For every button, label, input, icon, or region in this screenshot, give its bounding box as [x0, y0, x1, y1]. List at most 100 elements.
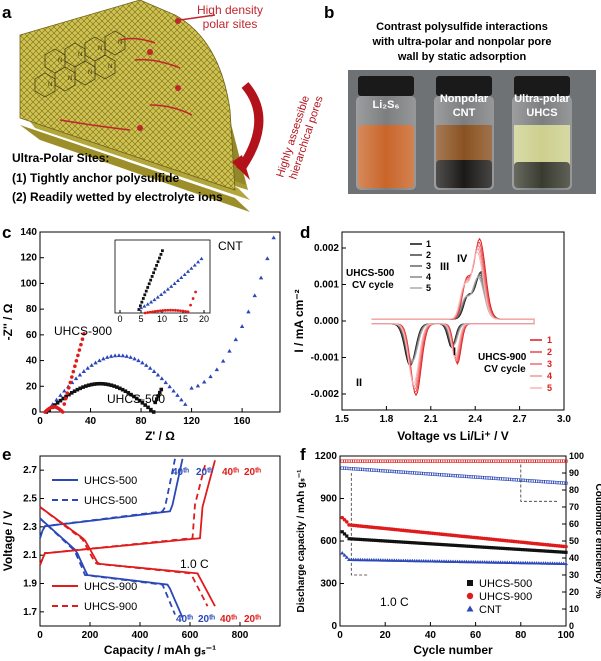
- ce-cnt-point: [381, 469, 385, 473]
- cnt-point: [265, 256, 270, 261]
- legend-900-title-1: UHCS-900: [478, 352, 527, 363]
- peak-label-III: III: [440, 261, 449, 273]
- cnt-point: [54, 397, 59, 402]
- ce-uhcs900-point: [340, 459, 344, 463]
- ce-uhcs900-point: [553, 459, 557, 463]
- ce-uhcs900-point: [449, 459, 453, 463]
- uhcs500-capacity-point: [453, 543, 457, 547]
- uhcs500-capacity-point: [525, 548, 530, 552]
- callout-line-2: polar sites: [203, 17, 258, 31]
- uhcs500-point: [84, 384, 88, 388]
- panel-b-title-1: Contrast polysulfide interactions: [376, 21, 548, 33]
- uhcs500-capacity-point: [442, 543, 446, 547]
- ce-cnt-point: [358, 467, 362, 471]
- plot-e-ylabel: Voltage / V: [1, 511, 15, 571]
- tick-label: 100: [20, 278, 37, 289]
- ce-cnt-point: [449, 473, 453, 477]
- ce-uhcs900-point: [342, 459, 347, 463]
- ce-cnt-point: [446, 473, 451, 477]
- uhcs500-point: [151, 410, 156, 414]
- carbon-sheet-illustration: N N N N N N N N: [19, 0, 250, 212]
- cnt-point: [132, 356, 137, 361]
- uhcs900-point: [80, 337, 85, 342]
- inset-uhcs500-point: [146, 286, 150, 289]
- inset-uhcs900-point: [191, 297, 195, 300]
- uhcs500-point: [69, 391, 74, 395]
- ce-uhcs900-point: [417, 459, 421, 463]
- uhcs500-capacity-point: [451, 543, 455, 547]
- ce-cnt-point: [383, 469, 387, 473]
- inset-uhcs500-point: [147, 282, 151, 286]
- uhcs500-capacity-point: [367, 538, 371, 542]
- ce-cnt-point: [539, 479, 543, 484]
- ce-cnt-point: [480, 475, 484, 480]
- uhcs500-capacity-point: [478, 545, 482, 549]
- uhcs900-capacity-point: [342, 517, 347, 522]
- cnt-point: [140, 360, 145, 365]
- uhcs500-capacity-point: [433, 542, 437, 546]
- ce-cnt-point: [351, 467, 356, 471]
- tick-label: 2.7: [23, 465, 37, 476]
- ce-cnt-point: [557, 481, 561, 485]
- ce-uhcs900-point: [415, 459, 419, 463]
- ce-uhcs900-point: [367, 459, 371, 463]
- ce-cnt-point: [494, 476, 498, 481]
- uhcs500-capacity-point: [417, 541, 421, 545]
- e-cyc40-500-b: 40ᵗʰ: [176, 614, 193, 625]
- ce-uhcs900-point: [550, 459, 555, 463]
- ce-cnt-point: [403, 470, 408, 474]
- ce-uhcs900-point: [354, 459, 358, 463]
- ce-cnt-point: [356, 467, 360, 471]
- ce-cnt-point: [516, 478, 521, 482]
- inset-tick-label: 15: [178, 314, 188, 324]
- tick-label: 1200: [315, 451, 338, 462]
- ce-uhcs900-point: [435, 459, 439, 463]
- uhcs500-capacity-point: [351, 537, 356, 541]
- uhcs500-capacity-point: [464, 544, 469, 548]
- ce-uhcs900-point: [412, 459, 417, 463]
- ce-uhcs900-point: [505, 459, 509, 463]
- ce-uhcs900-point: [392, 459, 396, 463]
- label-uhcs-500: UHCS-500: [107, 392, 165, 406]
- uhcs500-point: [156, 394, 161, 398]
- panel-e: e 1.7 1.9 2.1 2.3 2.5 2.7 0 200 400 600 800 Capac…: [1, 445, 281, 657]
- ce-uhcs900-point: [496, 459, 500, 463]
- peak-label-IV: IV: [457, 253, 468, 265]
- ce-cnt-point: [379, 469, 383, 473]
- ce-cnt-point: [370, 468, 374, 472]
- cnt-point: [167, 384, 172, 389]
- cnt-point: [239, 324, 245, 328]
- ce-cnt-point: [397, 470, 401, 474]
- tick-label: 60: [26, 330, 38, 341]
- ce-cnt-point: [525, 478, 530, 483]
- cnt-capacity-point: [340, 551, 345, 555]
- ce-cnt-point: [505, 477, 509, 481]
- cnt-point: [220, 358, 226, 363]
- uhcs500-point: [52, 403, 57, 407]
- tick-label: 2.4: [468, 414, 482, 425]
- tick-label: 1.5: [335, 414, 349, 425]
- tick-label: 80: [569, 485, 579, 495]
- tick-label: 400: [132, 630, 149, 641]
- tick-label: 160: [234, 416, 251, 427]
- tick-label: 300: [320, 579, 337, 590]
- cnt-point: [271, 235, 276, 240]
- uhcs500-capacity-point: [428, 542, 432, 546]
- cnt-point: [227, 348, 232, 353]
- e-cyc20-500: 20ᵗʰ: [196, 467, 213, 478]
- uhcs500-capacity-point: [562, 550, 566, 554]
- uhcs500-capacity-point: [440, 542, 444, 547]
- ce-uhcs900-point: [419, 459, 423, 463]
- uhcs500-capacity-point: [372, 538, 376, 542]
- vial-li2s6: Li₂S₆: [356, 76, 416, 190]
- cnt-point: [159, 376, 165, 381]
- uhcs900-point: [63, 396, 68, 401]
- ce-uhcs900-point: [557, 459, 561, 463]
- plot-f-y2-ticks: 0 10 20 30 40 50 60 70 80 90 100: [562, 451, 584, 631]
- panel-label-b: b: [324, 3, 334, 22]
- ce-uhcs900-point: [458, 459, 462, 463]
- uhcs500-capacity-point: [410, 541, 414, 545]
- tick-label: 0.000: [314, 316, 339, 327]
- ce-uhcs900-point: [446, 459, 451, 463]
